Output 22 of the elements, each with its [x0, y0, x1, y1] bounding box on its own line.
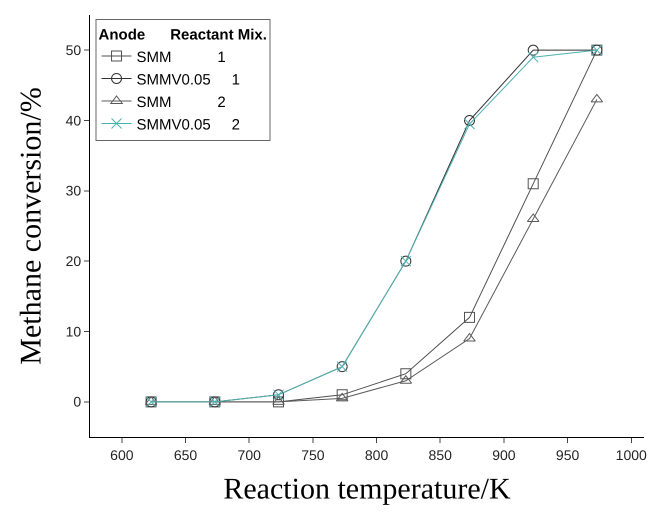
- y-tick-label: 10: [66, 323, 82, 340]
- x-tick-label: 950: [556, 446, 580, 463]
- x-tick-label: 800: [364, 446, 388, 463]
- y-tick-label: 20: [66, 253, 82, 270]
- legend-label: SMM 1: [136, 48, 226, 66]
- legend-label: SMMV0.05 1: [136, 71, 240, 88]
- legend-label: SMM 2: [136, 94, 226, 111]
- x-tick-label: 650: [174, 446, 198, 463]
- legend-title: Anode Reactant Mix.: [98, 26, 267, 44]
- x-tick-label: 700: [238, 446, 262, 463]
- x-tick-label: 1000: [616, 446, 648, 463]
- y-tick-label: 40: [66, 112, 82, 128]
- legend-label: SMMV0.05 2: [136, 116, 240, 134]
- x-tick-label: 600: [110, 446, 134, 463]
- x-tick-label: 900: [492, 446, 516, 463]
- y-tick-label: 0: [73, 394, 82, 410]
- x-tick-label: 750: [301, 446, 325, 463]
- y-tick-label: 50: [66, 42, 82, 58]
- y-tick-label: 30: [66, 182, 82, 199]
- x-tick-label: 850: [428, 446, 452, 463]
- y-axis-title: Methane conversion/%: [14, 87, 48, 365]
- x-axis-title: Reaction temperature/K: [223, 472, 512, 506]
